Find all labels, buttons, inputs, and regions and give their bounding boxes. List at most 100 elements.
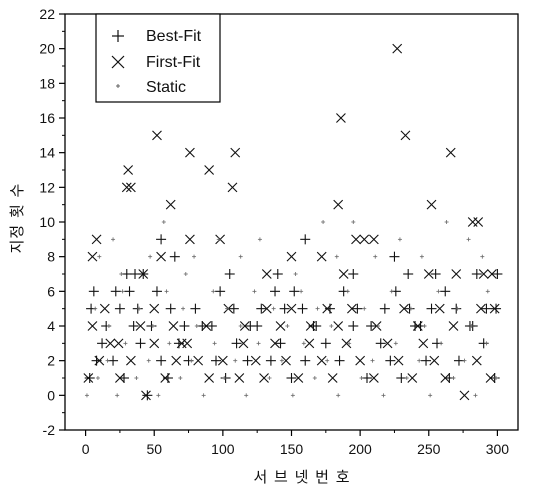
data-point <box>393 341 398 346</box>
data-point <box>185 234 195 245</box>
y-tick-label: -2 <box>43 422 56 438</box>
data-point <box>366 321 377 331</box>
legend-label-static: Static <box>146 79 186 96</box>
data-point <box>128 321 139 331</box>
data-point <box>165 303 176 314</box>
data-point <box>466 237 471 242</box>
legend-marker-first-fit <box>111 55 125 69</box>
data-point <box>279 358 284 363</box>
data-point <box>362 373 372 383</box>
data-point <box>183 272 188 276</box>
data-point <box>99 303 110 314</box>
data-point <box>439 341 444 346</box>
data-point <box>333 199 344 210</box>
data-point <box>375 338 386 349</box>
data-point <box>315 306 320 311</box>
data-point <box>448 321 459 331</box>
data-point <box>190 303 201 314</box>
data-point <box>348 321 359 331</box>
data-point <box>211 289 216 294</box>
data-point <box>244 393 249 398</box>
data-point <box>105 338 116 349</box>
data-point <box>492 269 503 279</box>
data-point <box>265 355 276 366</box>
data-point <box>123 165 134 175</box>
data-point <box>259 373 269 383</box>
data-point <box>469 324 474 328</box>
data-point <box>271 306 276 311</box>
data-point <box>242 355 253 366</box>
data-point <box>494 376 499 380</box>
data-point <box>286 303 297 314</box>
data-point <box>108 355 119 366</box>
data-point <box>478 269 489 279</box>
data-point <box>334 355 345 366</box>
data-point <box>185 147 195 158</box>
data-point <box>275 321 286 331</box>
data-point <box>382 338 393 349</box>
legend-box <box>95 13 221 103</box>
data-point <box>211 355 221 366</box>
data-point <box>473 393 478 398</box>
x-tick-label: 0 <box>82 441 90 457</box>
data-point <box>451 376 456 380</box>
data-point <box>445 147 456 158</box>
data-point <box>201 321 212 331</box>
data-point <box>224 269 235 279</box>
data-point <box>149 338 160 349</box>
data-point <box>368 373 379 383</box>
data-point <box>473 217 484 227</box>
data-point <box>422 324 427 328</box>
data-point <box>176 338 187 349</box>
data-point <box>261 303 272 314</box>
data-point <box>84 373 95 383</box>
y-tick-label: 10 <box>39 214 55 230</box>
data-point <box>322 303 333 314</box>
data-point <box>156 251 166 262</box>
data-point <box>275 338 286 349</box>
data-point <box>352 303 363 314</box>
data-point <box>215 286 226 297</box>
legend-label-first-fit: First-Fit <box>146 54 201 71</box>
data-point <box>245 321 256 331</box>
data-point <box>355 355 366 366</box>
x-tick-label: 250 <box>417 441 441 457</box>
data-point <box>234 373 245 383</box>
data-point <box>436 289 441 294</box>
data-point <box>301 341 306 346</box>
data-point <box>400 130 411 141</box>
data-point <box>135 321 146 331</box>
data-point <box>126 182 136 193</box>
data-point <box>161 220 166 224</box>
data-point <box>206 321 217 331</box>
x-tick-label: 50 <box>146 441 162 457</box>
data-point <box>299 289 304 294</box>
x-tick-label: 200 <box>348 441 372 457</box>
data-point <box>419 254 424 259</box>
data-point <box>484 341 489 346</box>
data-point <box>149 303 160 314</box>
data-point <box>404 376 409 380</box>
data-point <box>152 130 162 141</box>
data-point <box>286 373 297 383</box>
data-point <box>222 376 227 380</box>
data-point <box>95 376 100 380</box>
data-point <box>156 355 167 366</box>
data-point <box>151 286 162 297</box>
data-point <box>418 338 429 349</box>
data-point <box>481 303 492 314</box>
data-point <box>216 237 221 242</box>
data-point <box>359 234 370 245</box>
data-point <box>165 199 176 210</box>
data-point <box>338 269 349 279</box>
data-point <box>341 338 352 349</box>
data-point <box>212 341 217 346</box>
data-point <box>348 269 359 279</box>
data-point <box>451 269 462 279</box>
data-point <box>476 303 486 314</box>
data-point <box>87 251 98 262</box>
data-point <box>238 254 243 259</box>
data-point <box>293 373 304 383</box>
